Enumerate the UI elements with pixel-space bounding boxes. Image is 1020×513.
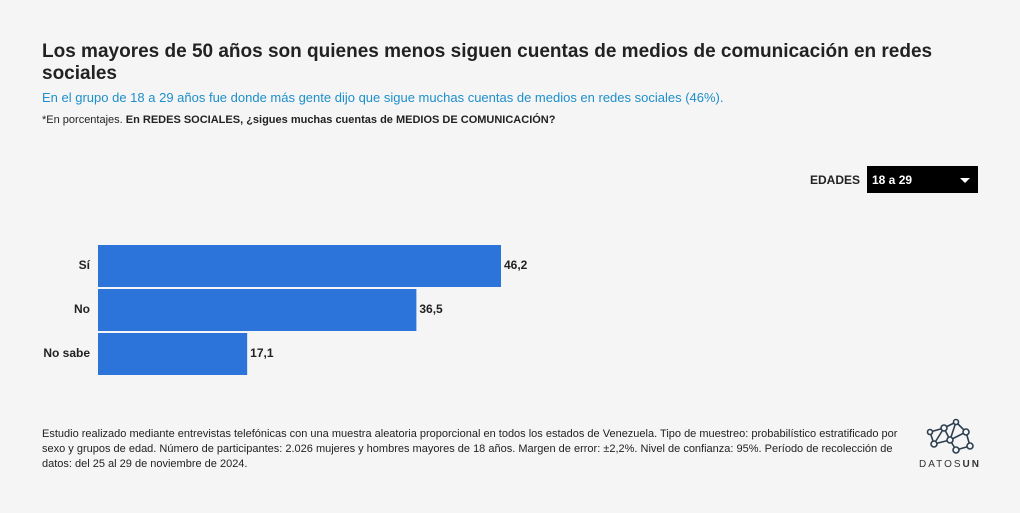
chart-title: Los mayores de 50 años son quienes menos…	[42, 41, 933, 84]
category-label: No sabe	[43, 346, 90, 360]
age-dropdown[interactable]: 18 a 29	[867, 166, 978, 193]
dropdown-arrow[interactable]	[960, 178, 970, 183]
filter-label: EDADES	[809, 173, 860, 187]
logo-part: UN	[962, 459, 981, 470]
logo-part: DATOS	[919, 459, 963, 470]
dropdown-value[interactable]: 18 a 29	[872, 173, 913, 187]
category-label: Sí	[79, 258, 91, 272]
note-text: *En porcentajes.	[42, 114, 123, 126]
chart-subtitle: En el grupo de 18 a 29 años fue donde má…	[42, 90, 724, 105]
bar	[98, 245, 501, 287]
bar	[98, 289, 417, 331]
chart: Sí 46,2 No 36,5 No sabe 17,1	[43, 245, 528, 375]
logo-text: DATOSUN	[912, 459, 988, 470]
value-label: 36,5	[419, 302, 443, 316]
note: *En porcentajes. En REDES SOCIALES, ¿sig…	[42, 114, 555, 126]
source-note: Estudio realizado mediante entrevistas t…	[42, 428, 898, 470]
value-label: 17,1	[250, 346, 274, 360]
logo-icon	[926, 418, 974, 454]
question: En REDES SOCIALES, ¿sigues muchas cuenta…	[125, 114, 556, 126]
category-label: No	[74, 302, 90, 316]
value-label: 46,2	[504, 258, 528, 272]
bar	[98, 333, 248, 375]
